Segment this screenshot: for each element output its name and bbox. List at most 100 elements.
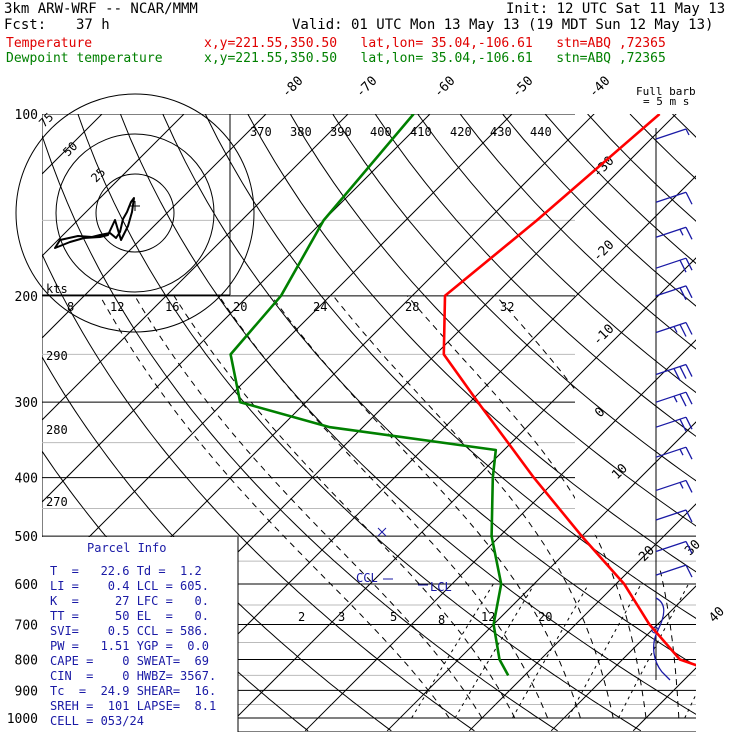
wind-barb — [655, 509, 693, 523]
wind-barb — [655, 128, 690, 140]
theta-label: 440 — [530, 125, 552, 139]
isotherm-label: -60 — [431, 74, 458, 101]
isotherm-0 — [468, 503, 696, 732]
mixing-ratio-label: 5 — [390, 610, 397, 624]
parcel-info-row: Tc = 24.9 SHEAR= 16. — [50, 684, 216, 698]
pressure-label: 1000 — [7, 712, 38, 727]
moist-adiabat--4 — [99, 295, 450, 719]
hodograph-ring-2 — [55, 133, 215, 293]
isotherm-label: 10 — [609, 461, 631, 483]
dry-adiabat-280 — [42, 133, 558, 732]
wind-barb — [655, 391, 693, 407]
isotherm-label: 40 — [706, 604, 728, 626]
hodograph-ring-label: 50 — [60, 139, 80, 159]
parcel-info-row: SREH = 101 LAPSE= 8.1 — [50, 699, 216, 713]
wind-barb — [655, 257, 693, 273]
isotherm-label: -80 — [279, 74, 306, 101]
dry-adiabat-360 — [374, 114, 696, 437]
wind-barb — [655, 321, 693, 337]
pressure-label: 100 — [15, 108, 38, 123]
isotherm-10 — [550, 585, 696, 732]
init-time: Init: 12 UTC Sat 11 May 13 — [506, 1, 726, 17]
dry-adiabat-410 — [587, 114, 696, 222]
pressure-label: 300 — [15, 396, 38, 411]
wind-barb — [655, 226, 693, 240]
upper-label: 28 — [405, 300, 419, 314]
parcel-info-row: T = 22.6 Td = 1.2 — [50, 564, 202, 578]
moist-adiabat-0 — [134, 295, 483, 719]
wind-barb — [655, 446, 693, 460]
dry-adiabat-350 — [332, 114, 696, 482]
dry-adiabat-420 — [629, 114, 696, 180]
theta-label: 410 — [410, 125, 432, 139]
mixing-ratio-2 — [411, 583, 494, 719]
moist-adiabat-16 — [332, 295, 614, 719]
hodograph-trace — [54, 197, 135, 249]
left-label: 290 — [46, 349, 68, 363]
isotherm--30 — [222, 257, 696, 732]
left-label: 280 — [46, 423, 68, 437]
wind-barb — [655, 479, 693, 493]
upper-label: 32 — [500, 300, 514, 314]
isotherm-label: -70 — [353, 74, 380, 101]
isotherm-label: 30 — [682, 537, 704, 559]
theta-label: 400 — [370, 125, 392, 139]
theta-label: 390 — [330, 125, 352, 139]
wind-barb — [655, 416, 693, 432]
isotherm--90 — [42, 114, 349, 421]
moist-adiabat-12 — [270, 295, 581, 719]
moist-adiabat-8 — [218, 295, 549, 719]
moist-adiabat-20 — [406, 295, 647, 719]
parcel-info-title: Parcel Info — [87, 541, 166, 555]
mixing-ratio-12 — [618, 583, 689, 719]
moist-adiabat-28 — [597, 295, 696, 718]
pressure-label: 200 — [15, 290, 38, 305]
pressure-label: 500 — [15, 530, 38, 545]
pressure-label: 400 — [15, 472, 38, 487]
pressure-label: 700 — [15, 618, 38, 633]
moist-adiabat-32 — [703, 296, 740, 718]
isotherm--40 — [140, 175, 696, 732]
wind-calm-marker — [651, 626, 659, 634]
temperature-line — [442, 114, 696, 667]
mixing-ratio-label: 2 — [298, 610, 305, 624]
mixing-ratio-8 — [567, 583, 642, 719]
isotherm--110 — [42, 114, 185, 257]
dewpoint-line — [229, 114, 510, 677]
mixing-ratio-20 — [684, 693, 696, 719]
hodograph-ring-label: 25 — [88, 165, 108, 185]
theta-label: 370 — [250, 125, 272, 139]
hodograph-storm-marker — [130, 201, 140, 211]
dry-adiabat-290 — [77, 114, 642, 732]
theta-label: 430 — [490, 125, 512, 139]
temperature-label: Temperature — [6, 36, 93, 51]
parcel-info-row: CIN = 0 HWBZ= 3567. — [50, 669, 216, 683]
hodograph-ring-1 — [95, 173, 175, 253]
isotherm--100 — [42, 114, 267, 339]
wind-barb — [655, 564, 693, 578]
mixing-ratio-label: 3 — [338, 610, 345, 624]
parcel-info-row: PW = 1.51 YGP = 0.0 — [50, 639, 209, 653]
parcel-x-marker — [377, 527, 387, 537]
isotherm--70 — [42, 114, 513, 585]
upper-label: 16 — [165, 300, 179, 314]
parcel-info-row: CELL = 053/24 — [50, 714, 144, 728]
ccl-label: CCL — [356, 571, 378, 585]
isotherm-30 — [715, 86, 740, 730]
dry-adiabat-440 — [715, 114, 740, 731]
dry-adiabat-370 — [417, 114, 696, 394]
dewpoint-station-info: x,y=221.55,350.50 lat,lon= 35.04,-106.61… — [204, 51, 666, 66]
parcel-info-row: TT = 50 EL = 0. — [50, 609, 209, 623]
parcel-info-row: SVI= 0.5 CCL = 586. — [50, 624, 209, 638]
parcel-info-row: CAPE = 0 SWEAT= 69 — [50, 654, 209, 668]
upper-label: 12 — [110, 300, 124, 314]
isotherm-label: -50 — [509, 74, 536, 101]
moist-adiabat-4 — [173, 295, 516, 719]
dry-adiabat-320 — [204, 114, 696, 619]
wind-barb — [655, 191, 693, 205]
pressure-label: 600 — [15, 578, 38, 593]
mixing-ratio-label: 12 — [481, 610, 495, 624]
isotherm--80 — [42, 114, 431, 503]
theta-label: 380 — [290, 125, 312, 139]
